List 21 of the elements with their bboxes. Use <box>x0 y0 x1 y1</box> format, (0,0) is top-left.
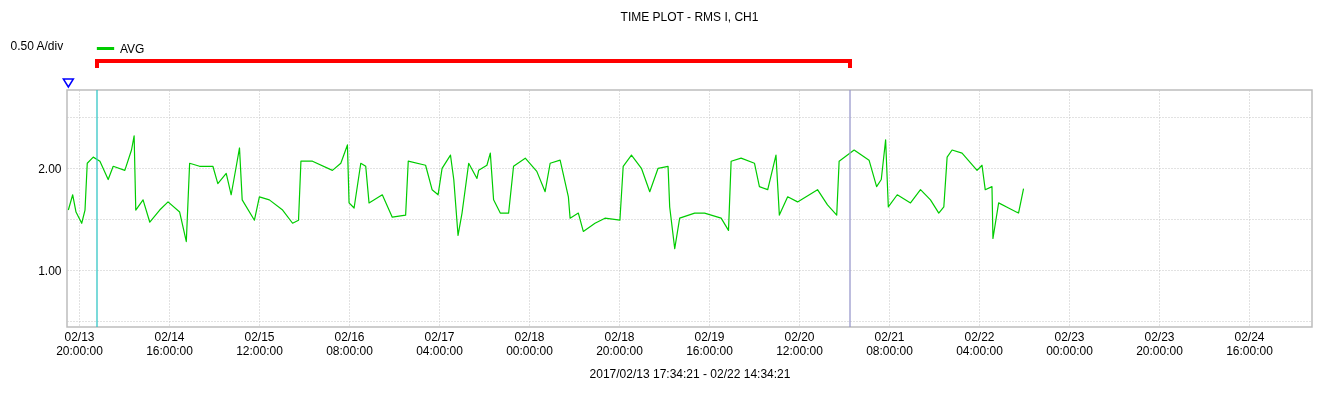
x-tick-label: 02/19 16:00:00 <box>686 329 734 358</box>
x-tick-label: 02/23 00:00:00 <box>1046 329 1094 358</box>
y-tick-label: 1.00 <box>38 263 62 278</box>
x-tick-label: 02/15 12:00:00 <box>236 329 284 358</box>
legend-label: AVG <box>120 41 145 56</box>
x-tick-label: 02/13 20:00:00 <box>56 329 104 358</box>
x-tick-label: 02/20 12:00:00 <box>776 329 824 358</box>
x-tick-label: 02/23 20:00:00 <box>1136 329 1184 358</box>
x-tick-label: 02/14 16:00:00 <box>146 329 194 358</box>
x-tick-label: 02/18 20:00:00 <box>596 329 644 358</box>
x-axis-title: 2017/02/13 17:34:21 - 02/22 14:34:21 <box>589 366 791 381</box>
x-tick-label: 02/24 16:00:00 <box>1226 329 1274 358</box>
x-tick-label: 02/16 08:00:00 <box>326 329 374 358</box>
x-tick-label: 02/22 04:00:00 <box>956 329 1004 358</box>
y-tick-label: 2.00 <box>38 161 62 176</box>
x-tick-label: 02/17 04:00:00 <box>416 329 464 358</box>
x-tick-label: 02/21 08:00:00 <box>866 329 914 358</box>
line-series <box>67 135 1025 250</box>
y-axis-title: 0.50 A/div <box>10 38 64 53</box>
x-tick-label: 02/18 00:00:00 <box>506 329 554 358</box>
chart-title: TIME PLOT - RMS I, CH1 <box>620 10 759 24</box>
